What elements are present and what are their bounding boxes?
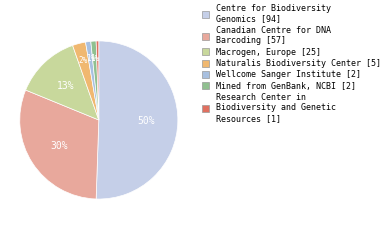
Text: 2%: 2% [79,56,88,65]
Wedge shape [25,45,99,120]
Text: 1%: 1% [90,54,99,63]
Text: 1%: 1% [86,54,95,63]
Text: 50%: 50% [138,116,155,126]
Legend: Centre for Biodiversity
Genomics [94], Canadian Centre for DNA
Barcoding [57], M: Centre for Biodiversity Genomics [94], C… [202,4,380,123]
Wedge shape [86,41,99,120]
Wedge shape [96,41,178,199]
Text: 13%: 13% [57,81,75,91]
Wedge shape [73,42,99,120]
Wedge shape [96,41,99,120]
Wedge shape [91,41,99,120]
Text: 30%: 30% [50,141,68,151]
Wedge shape [20,90,99,199]
